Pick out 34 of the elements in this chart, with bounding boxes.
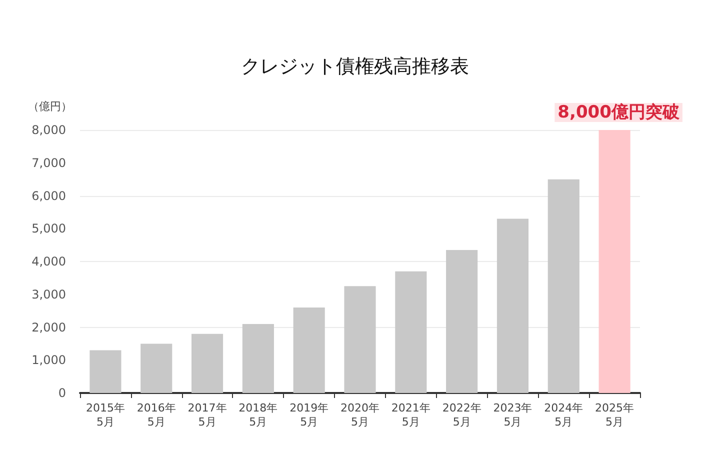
y-tick-label: 0 — [58, 386, 66, 400]
bar — [548, 179, 580, 393]
y-tick-label: 4,000 — [32, 254, 66, 268]
bar — [446, 250, 478, 393]
chart-title: クレジット債権残高推移表 — [241, 56, 469, 78]
x-tick-label: 2021年 5月 — [391, 402, 430, 428]
x-tick-label: 2019年 5月 — [290, 402, 329, 428]
x-tick-label: 2015年 5月 — [86, 402, 125, 428]
y-tick-label: 6,000 — [32, 188, 66, 203]
y-tick-label: 2,000 — [32, 320, 66, 334]
x-tick-label: 2020年 5月 — [340, 402, 380, 428]
bar — [496, 218, 529, 393]
x-tick-label: 2024年 5月 — [544, 402, 584, 428]
y-tick-label: 5,000 — [32, 222, 66, 236]
x-tick-label: 2016年 5月 — [136, 402, 176, 428]
bar — [395, 271, 427, 393]
x-tick-label: 2025年 5月 — [595, 402, 634, 428]
y-tick-label: 3,000 — [32, 287, 66, 302]
y-tick-label: 1,000 — [32, 353, 66, 368]
x-tick-label: 2022年 5月 — [442, 402, 482, 428]
y-axis-title: （億円） — [28, 100, 72, 113]
x-tick-label: 2023年 5月 — [493, 402, 532, 428]
y-tick-label: 8,000 — [32, 123, 66, 137]
x-tick-label: 2018年 5月 — [238, 402, 278, 428]
bar — [191, 334, 224, 393]
annotation: 8,000億円突破 — [558, 102, 680, 122]
x-tick-label: 2017年 5月 — [188, 402, 227, 428]
y-tick-label: 7,000 — [32, 156, 66, 170]
bar — [90, 350, 122, 393]
bar — [242, 324, 274, 393]
bar — [598, 130, 630, 393]
bar — [293, 308, 325, 393]
bar — [140, 344, 172, 393]
bar — [344, 286, 376, 393]
